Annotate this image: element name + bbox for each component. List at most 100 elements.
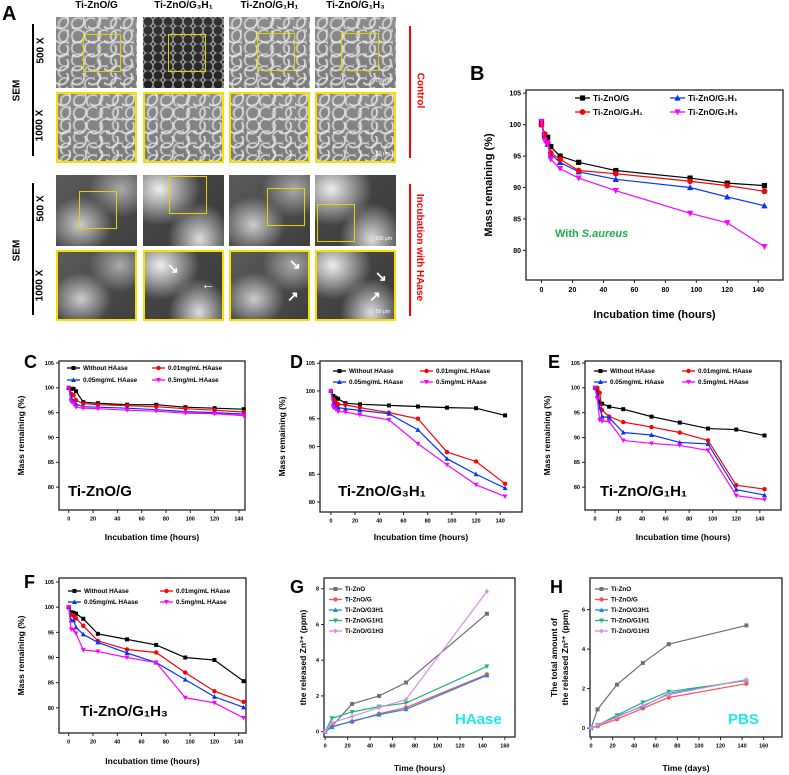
legend-label: Ti-ZnO/G₁H₁ — [688, 93, 738, 103]
series-line — [590, 679, 747, 729]
data-point — [212, 689, 217, 694]
data-point — [357, 402, 362, 407]
y-axis-label: Mass remaining (%) — [483, 133, 495, 237]
data-point — [69, 610, 74, 615]
data-point — [183, 655, 188, 660]
data-point — [74, 389, 79, 394]
sem-image-zoomed — [56, 92, 137, 163]
y-tick-label: 2 — [582, 687, 585, 693]
data-point — [241, 715, 246, 721]
x-tick-label: 60 — [139, 517, 145, 523]
y-tick-label: 105 — [509, 91, 521, 98]
annotation: Ti-ZnO/G — [68, 483, 132, 500]
data-point — [124, 650, 130, 655]
x-tick-label: 100 — [708, 517, 717, 523]
sem-image — [56, 175, 137, 246]
panel-letter-a: A — [2, 3, 17, 25]
annotation: With S.aureus — [555, 228, 628, 240]
legend-label: Ti-ZnO/G₁H₃ — [688, 107, 738, 117]
data-point — [649, 414, 654, 419]
y-tick-label: 4 — [582, 647, 586, 653]
panel-letter: F — [24, 572, 35, 592]
data-point — [71, 617, 76, 623]
series-line — [595, 387, 765, 490]
data-point — [724, 182, 731, 189]
data-point — [330, 400, 336, 406]
data-point — [343, 406, 348, 411]
data-point — [241, 699, 246, 704]
data-point — [183, 670, 188, 675]
legend-label: 0.05mg/mL HAase — [610, 379, 665, 386]
y-tick-label: 90 — [48, 655, 54, 661]
data-point — [71, 393, 76, 398]
scale-bar: 50 μm — [376, 151, 390, 157]
annotation: Ti-ZnO/G₁H₃ — [80, 703, 168, 720]
y-tick-label: 95 — [48, 411, 54, 417]
data-point — [403, 701, 409, 706]
data-point — [349, 709, 355, 715]
sem-image — [143, 175, 224, 246]
legend-marker — [599, 618, 604, 624]
series-line — [594, 387, 765, 437]
legend-label: Ti-ZnO — [345, 586, 365, 593]
y-tick-label: 100 — [509, 122, 521, 129]
legend-marker — [71, 377, 76, 382]
scale-bar: 100 μm — [375, 236, 392, 242]
data-point — [212, 411, 218, 417]
data-point — [328, 388, 334, 394]
y-tick-label: 85 — [48, 460, 54, 466]
data-point — [677, 420, 682, 425]
sem-image-zoomed — [143, 92, 224, 163]
data-point — [607, 404, 612, 409]
legend-marker — [333, 587, 338, 591]
data-point — [357, 412, 363, 418]
legend-marker — [598, 379, 603, 384]
legend-label: Without HAase — [349, 368, 394, 375]
x-tick-label: 20 — [352, 519, 358, 525]
data-point — [74, 611, 78, 616]
data-point — [95, 406, 101, 412]
legend-label: 0.5mg/mL HAase — [176, 599, 227, 606]
x-tick-label: 60 — [630, 287, 638, 294]
annotation: Ti-ZnO/G₁H₁ — [600, 483, 687, 500]
y-tick-label: 95 — [309, 417, 315, 423]
series-2: 0.05mg/mL HAase — [66, 599, 246, 710]
legend-label: 0.05mg/mL HAase — [83, 377, 138, 384]
data-point — [81, 623, 86, 629]
data-point — [357, 407, 363, 413]
sem-image-zoomed: 50 μm — [315, 92, 396, 163]
y-tick-label: 100 — [571, 386, 580, 392]
sem-image-zoomed — [229, 92, 310, 163]
x-tick-label: 140 — [755, 517, 764, 523]
data-point — [595, 389, 600, 394]
zoom-region — [169, 176, 207, 214]
y-tick-label: 105 — [45, 580, 54, 586]
y-tick-label: 6 — [582, 608, 585, 614]
arrow-icon: ↘ — [375, 268, 387, 284]
data-point — [71, 627, 76, 633]
x-tick-label: 120 — [732, 517, 741, 523]
x-tick-label: 80 — [163, 517, 169, 523]
series-0: Without HAase — [593, 368, 767, 438]
chart-panel-b: B 0 20 40 60 80 100 120 140 80 85 90 95 100 105 Incubat… — [470, 63, 784, 321]
legend-label: 0.05mg/mL HAase — [84, 599, 139, 606]
x-tick-label: 0 — [329, 519, 332, 525]
data-point — [621, 419, 626, 425]
series-1: 0.01mg/mL HAase — [592, 368, 767, 492]
y-tick-label: 95 — [48, 630, 54, 636]
x-tick-label: 40 — [114, 740, 120, 746]
y-axis-label: Mass remaining (%) — [16, 395, 26, 475]
data-point — [329, 724, 335, 730]
plot-frame — [584, 360, 782, 511]
x-tick-label: 100 — [690, 287, 702, 294]
data-point — [404, 696, 409, 703]
x-tick-label: 100 — [186, 740, 195, 746]
data-point — [677, 443, 683, 449]
data-point — [761, 244, 768, 251]
x-tick-label: 60 — [389, 744, 395, 750]
arrow-icon: ← — [201, 276, 215, 292]
x-tick-label: 140 — [737, 744, 746, 750]
data-point — [557, 153, 563, 159]
data-point — [687, 178, 693, 185]
legend-marker — [72, 589, 77, 593]
